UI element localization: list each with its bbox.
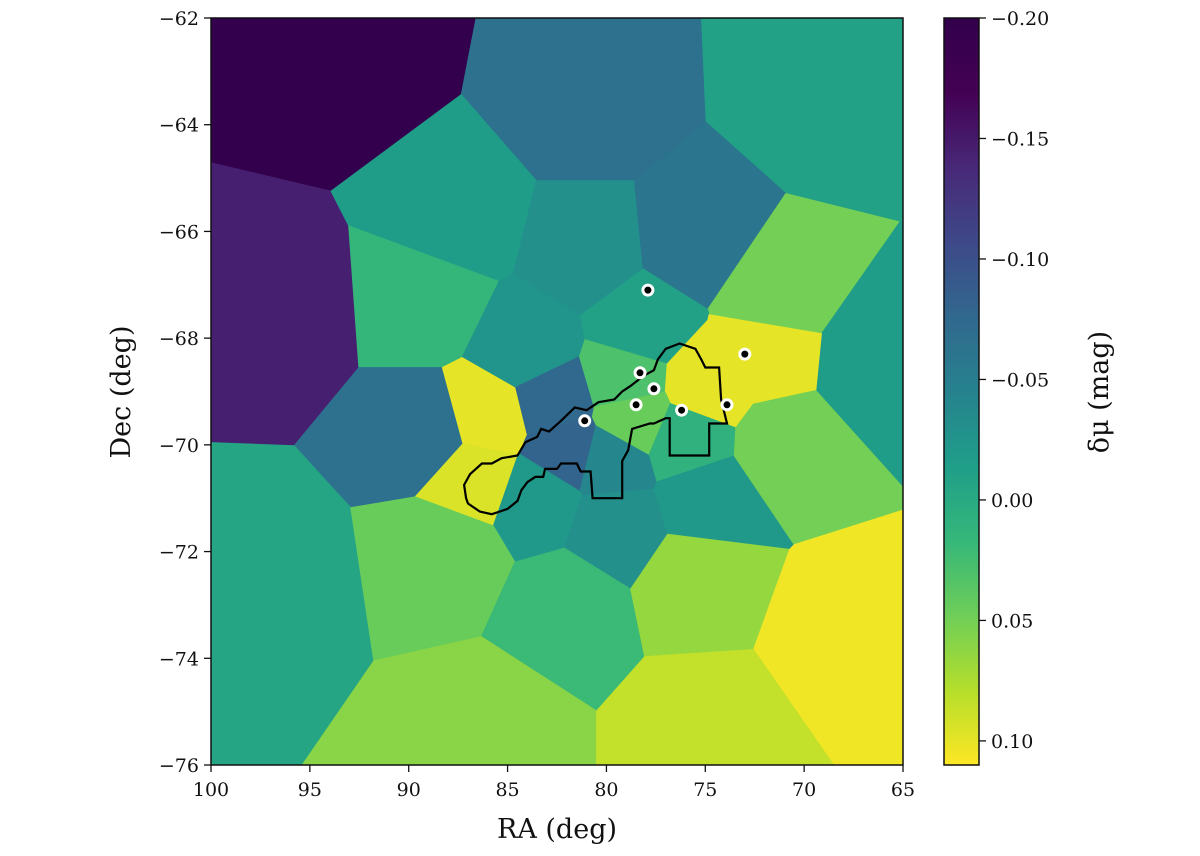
y-tick-label: −68 xyxy=(159,328,199,350)
marker-point xyxy=(720,398,734,412)
region-outline xyxy=(462,342,729,516)
y-tick-label: −74 xyxy=(159,648,199,670)
y-tick-label: −66 xyxy=(159,221,199,243)
y-tick-label: −72 xyxy=(159,542,199,564)
voronoi-cell xyxy=(707,314,822,405)
colorbar: −0.20 −0.15 −0.10 −0.05 0.00 0.05 0.10 δμ (mag… xyxy=(943,8,1115,766)
x-axis: 100 95 90 85 80 75 70 65 xyxy=(193,765,915,801)
marker-point xyxy=(578,414,592,428)
y-axis-title: Dec (deg) xyxy=(106,326,137,459)
y-tick-label: −64 xyxy=(159,115,199,137)
x-tick-label: 75 xyxy=(693,779,717,801)
colorbar-tick-label: −0.20 xyxy=(991,8,1049,30)
marker-point xyxy=(675,403,689,417)
colorbar-tick-label: 0.10 xyxy=(991,731,1033,753)
x-tick-label: 70 xyxy=(792,779,816,801)
marker-point xyxy=(641,283,655,297)
colorbar-tick-label: −0.15 xyxy=(991,128,1049,150)
voronoi-cell xyxy=(596,648,835,765)
marker-point xyxy=(647,382,661,396)
y-tick-label: −76 xyxy=(159,755,199,777)
x-axis-title: RA (deg) xyxy=(497,814,617,845)
colorbar-tick-label: −0.10 xyxy=(991,249,1049,271)
marker-points xyxy=(578,283,752,428)
x-tick-label: 65 xyxy=(891,779,915,801)
x-tick-label: 100 xyxy=(193,779,229,801)
marker-point xyxy=(629,398,643,412)
colorbar-ticks: −0.20 −0.15 −0.10 −0.05 0.00 0.05 0.10 xyxy=(979,8,1049,753)
x-tick-label: 85 xyxy=(495,779,519,801)
x-tick-label: 80 xyxy=(594,779,618,801)
plot-frame xyxy=(210,17,904,766)
colorbar-tick-label: 0.05 xyxy=(991,610,1033,632)
marker-point xyxy=(738,347,752,361)
x-tick-label: 90 xyxy=(397,779,421,801)
plot-area xyxy=(210,17,904,766)
colorbar-gradient xyxy=(943,17,980,766)
x-tick-label: 95 xyxy=(298,779,322,801)
colorbar-tick-label: −0.05 xyxy=(991,369,1049,391)
y-tick-label: −70 xyxy=(159,435,199,457)
colorbar-tick-label: 0.00 xyxy=(991,490,1033,512)
y-axis: −62 −64 −66 −68 −70 −72 −74 −76 xyxy=(159,8,211,777)
y-tick-label: −62 xyxy=(159,8,199,30)
voronoi-cells xyxy=(211,18,903,765)
colorbar-title: δμ (mag) xyxy=(1084,331,1115,453)
marker-point xyxy=(633,366,647,380)
